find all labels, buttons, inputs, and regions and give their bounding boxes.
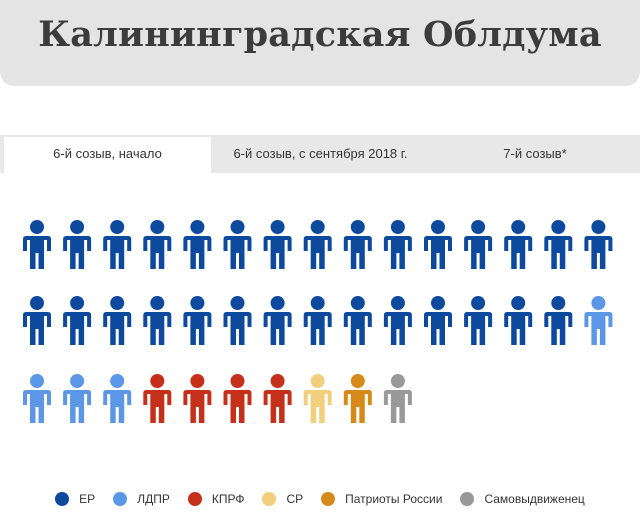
seat-icon-er [424,220,452,269]
seat-icon-er [143,296,172,345]
page-title: Калининградская Облдума [38,14,602,55]
seat-icon-er [464,220,493,269]
seat-icon-ldpr [23,374,51,423]
tab-convocation-6-start[interactable]: 6-й созыв, начало [4,137,211,173]
legend-item-patriots: Патриоты России [321,492,442,506]
seat-icon-er [23,296,51,345]
seat-icon-er [143,220,172,269]
legend-swatch-kprf [187,492,202,506]
seat-icon-er [504,296,533,345]
seat-icon-kprf [183,374,212,423]
seat-icon-er [103,220,132,269]
seat-icon-independent [383,374,412,423]
seat-icon-er [584,220,613,269]
legend-label-ldpr: ЛДПР [137,492,170,506]
seat-icon-er [183,220,212,269]
seat-icon-sr [303,374,332,423]
seat-icon-er [263,220,292,269]
tab-bar: 6-й созыв, начало 6-й созыв, с сентября … [0,135,640,173]
seat-icon-er [223,220,252,269]
legend-label-patriots: Патриоты России [345,492,443,506]
seat-icon-er [343,220,372,269]
legend-item-ldpr: ЛДПР [113,492,170,506]
legend-item-independent: Самовыдвиженец [460,492,585,506]
seat-icon-patriots [343,374,372,423]
legend-swatch-sr [262,492,277,506]
seat-icon-er [23,220,51,269]
seat-icon-kprf [223,374,252,423]
legend-swatch-independent [460,492,475,506]
seat-icon-ldpr [63,374,92,423]
tab-convocation-7[interactable]: 7-й созыв* [503,146,567,161]
legend-item-er: ЕР [55,492,95,506]
seat-icon-er [343,296,372,345]
legend-label-sr: СР [286,492,304,506]
tab-convocation-6-sept-2018[interactable]: 6-й созыв, с сентября 2018 г. [233,146,408,161]
legend-swatch-ldpr [113,492,128,506]
legend-swatch-patriots [321,492,336,506]
seat-icon-er [303,296,332,345]
legend: ЕР ЛДПР КПРФ СР Патриоты России Самовыдв… [0,488,640,510]
seat-icon-er [263,296,292,345]
legend-label-kprf: КПРФ [211,492,245,506]
header-banner: Калининградская Облдума [0,0,640,86]
seat-icon-er [504,220,533,269]
seat-icon-ldpr [584,296,613,345]
seat-icon-er [464,296,493,345]
seat-icon-er [424,296,452,345]
seat-icon-er [223,296,252,345]
seat-icon-er [383,220,412,269]
seat-icon-er [63,220,92,269]
seat-icon-er [103,296,132,345]
seat-icon-er [544,296,573,345]
seat-icon-er [183,296,212,345]
seat-icon-ldpr [103,374,132,423]
legend-label-er: ЕР [79,492,96,506]
seat-icon-er [303,220,332,269]
legend-item-sr: СР [262,492,303,506]
seat-pictogram-chart [23,220,613,423]
legend-label-independent: Самовыдвиженец [484,492,585,506]
seat-icon-kprf [263,374,292,423]
legend-swatch-er [55,492,70,506]
legend-item-kprf: КПРФ [187,492,245,506]
seat-icon-kprf [143,374,172,423]
seat-icon-er [383,296,412,345]
seat-icon-er [544,220,573,269]
seat-icon-er [63,296,92,345]
